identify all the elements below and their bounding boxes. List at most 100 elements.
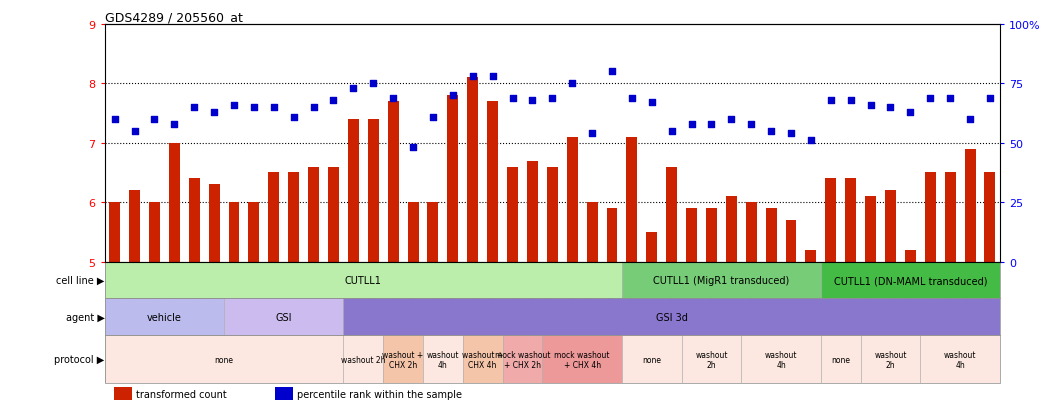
Text: mock washout
+ CHX 4h: mock washout + CHX 4h [554,350,610,369]
Bar [865,197,876,262]
Bar [105,262,622,299]
Bar [105,335,343,383]
Bar [407,203,419,262]
Point [643,100,660,107]
Text: percentile rank within the sample: percentile rank within the sample [297,389,462,399]
Point [961,116,978,123]
Text: CUTLL1 (MigR1 transduced): CUTLL1 (MigR1 transduced) [653,275,789,285]
Text: none: none [215,355,233,364]
Text: protocol ▶: protocol ▶ [54,354,105,364]
Bar [905,250,916,262]
Bar [964,150,976,262]
Bar [682,335,741,383]
Point [664,128,681,135]
Point [107,116,124,123]
Bar [149,203,160,262]
Point [484,74,500,80]
Bar [447,96,459,262]
Text: transformed count: transformed count [136,389,227,399]
Point [465,74,482,80]
Bar [288,173,299,262]
Bar [268,173,280,262]
Point [205,109,222,116]
Point [624,95,641,102]
Bar [129,191,140,262]
Point [882,104,898,111]
Point [245,104,262,111]
Bar [188,179,200,262]
Point [783,131,800,137]
Text: none: none [642,355,662,364]
Bar [566,138,578,262]
Point [425,114,442,121]
Bar [920,335,1000,383]
Bar [805,250,817,262]
Text: washout
4h: washout 4h [426,350,460,369]
Bar [622,335,682,383]
Bar [706,209,717,262]
Point [743,121,760,128]
Bar [925,173,936,262]
Bar [387,102,399,262]
Bar [861,335,920,383]
Point [762,128,779,135]
Bar [527,161,538,262]
Bar [686,209,697,262]
Point [524,97,540,104]
Bar [885,191,896,262]
Bar [586,203,598,262]
Bar [427,203,439,262]
Bar [726,197,737,262]
Point [823,97,840,104]
Bar [228,203,240,262]
Bar [741,335,821,383]
Text: washout
4h: washout 4h [764,350,798,369]
Bar [626,138,638,262]
Bar [367,120,379,262]
Bar [646,233,658,262]
Bar [785,221,797,262]
Point [903,109,919,116]
Point [266,104,283,111]
Text: CUTLL1: CUTLL1 [344,275,382,285]
Bar [503,335,542,383]
Point [922,95,939,102]
Bar [463,335,503,383]
Bar [224,299,343,335]
Bar [745,203,757,262]
Text: cell line ▶: cell line ▶ [57,275,105,285]
Text: washout +
CHX 2h: washout + CHX 2h [382,350,424,369]
Text: GSI: GSI [275,312,292,322]
Text: GSI 3d: GSI 3d [655,312,688,322]
Bar [343,335,383,383]
Bar [109,203,120,262]
Bar [984,173,996,262]
Bar [308,167,319,262]
Point [544,95,561,102]
Text: washout
4h: washout 4h [943,350,977,369]
Bar [547,167,558,262]
Point [385,95,402,102]
Bar [467,78,478,262]
Point [146,116,163,123]
Bar [821,262,1000,299]
Bar [423,335,463,383]
Bar [666,167,677,262]
Point [863,102,879,109]
Bar [944,173,956,262]
Text: GDS4289 / 205560_at: GDS4289 / 205560_at [105,11,243,24]
Bar [114,387,132,400]
Point [126,128,142,135]
Text: agent ▶: agent ▶ [66,312,105,322]
Point [325,97,341,104]
Bar [765,209,777,262]
Point [404,145,421,152]
Point [842,97,859,104]
Bar [348,120,359,262]
Bar [169,143,180,262]
Text: CUTLL1 (DN-MAML transduced): CUTLL1 (DN-MAML transduced) [833,275,987,285]
Point [563,81,580,88]
Point [942,95,959,102]
Point [981,95,998,102]
Text: washout +
CHX 4h: washout + CHX 4h [462,350,504,369]
